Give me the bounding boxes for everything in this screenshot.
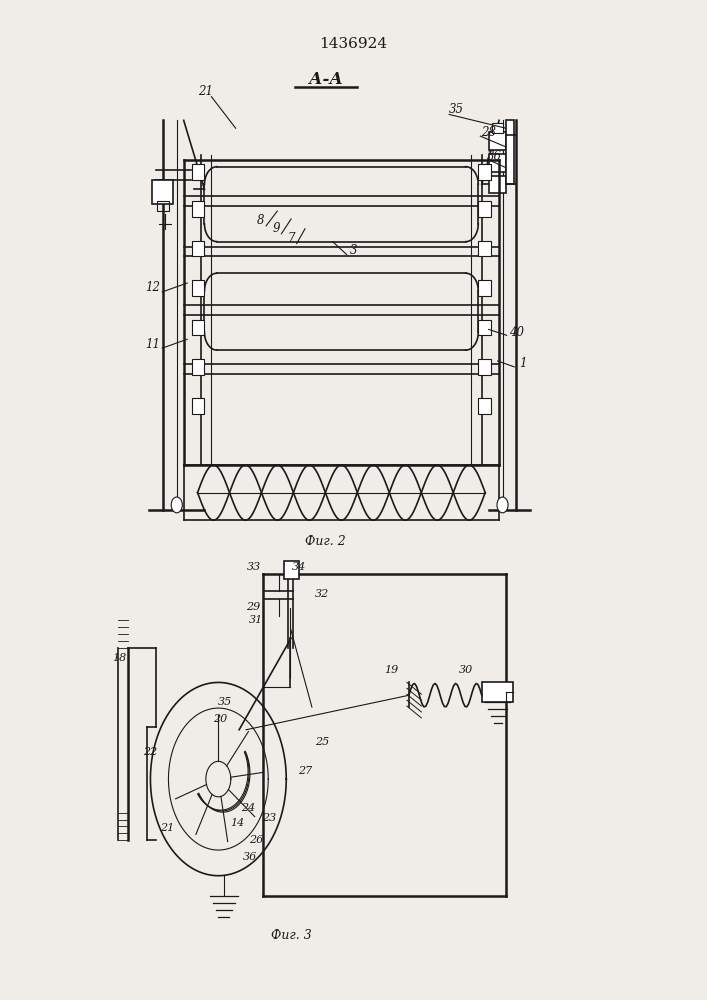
Bar <box>192 320 204 335</box>
Bar <box>478 164 491 180</box>
Bar <box>478 320 491 335</box>
Text: 21: 21 <box>160 823 174 833</box>
Text: 3: 3 <box>350 244 357 257</box>
Text: 34: 34 <box>292 562 307 572</box>
Text: 1436924: 1436924 <box>320 37 387 51</box>
Bar <box>192 201 204 217</box>
Text: 20: 20 <box>213 714 227 724</box>
Circle shape <box>171 497 182 513</box>
Text: 12: 12 <box>145 281 160 294</box>
Text: 27: 27 <box>298 766 312 776</box>
Bar <box>153 180 173 204</box>
Text: 8: 8 <box>257 214 264 227</box>
Bar <box>492 123 503 133</box>
Text: 19: 19 <box>385 665 399 675</box>
Text: 22: 22 <box>144 747 158 757</box>
Text: 28: 28 <box>481 126 496 139</box>
Bar <box>478 280 491 296</box>
Bar <box>192 164 204 180</box>
Text: 31: 31 <box>250 615 264 625</box>
Bar <box>481 682 513 702</box>
Bar <box>489 176 506 193</box>
Bar <box>506 120 514 184</box>
Text: 1: 1 <box>520 357 527 370</box>
Bar <box>478 201 491 217</box>
Text: 18: 18 <box>112 653 127 663</box>
Text: 24: 24 <box>241 803 255 813</box>
Text: 25: 25 <box>315 737 329 747</box>
Text: 36: 36 <box>243 852 257 862</box>
Bar <box>489 154 506 172</box>
Text: 7: 7 <box>287 232 295 245</box>
Bar <box>284 561 300 579</box>
Text: 35: 35 <box>218 697 233 707</box>
Text: 9: 9 <box>272 222 280 235</box>
Text: 26: 26 <box>250 835 264 845</box>
Text: А-А: А-А <box>309 71 343 88</box>
Text: 40: 40 <box>509 326 524 339</box>
Text: 33: 33 <box>247 562 261 572</box>
Bar <box>157 201 169 211</box>
Text: 30: 30 <box>459 665 473 675</box>
Circle shape <box>497 497 508 513</box>
Text: 35: 35 <box>448 103 464 116</box>
Bar <box>192 280 204 296</box>
Bar <box>478 241 491 256</box>
Text: 36: 36 <box>486 150 502 163</box>
Bar <box>192 241 204 256</box>
Text: 11: 11 <box>145 338 160 351</box>
Bar <box>489 132 506 150</box>
Text: 23: 23 <box>262 813 276 823</box>
Text: 21: 21 <box>199 85 214 98</box>
Text: Фиг. 3: Фиг. 3 <box>271 929 312 942</box>
Text: 29: 29 <box>246 602 260 612</box>
Text: 14: 14 <box>230 818 244 828</box>
Bar <box>192 359 204 375</box>
Text: 32: 32 <box>315 589 329 599</box>
Bar <box>192 398 204 414</box>
Bar <box>478 359 491 375</box>
Text: Фиг. 2: Фиг. 2 <box>305 535 346 548</box>
Bar <box>478 398 491 414</box>
